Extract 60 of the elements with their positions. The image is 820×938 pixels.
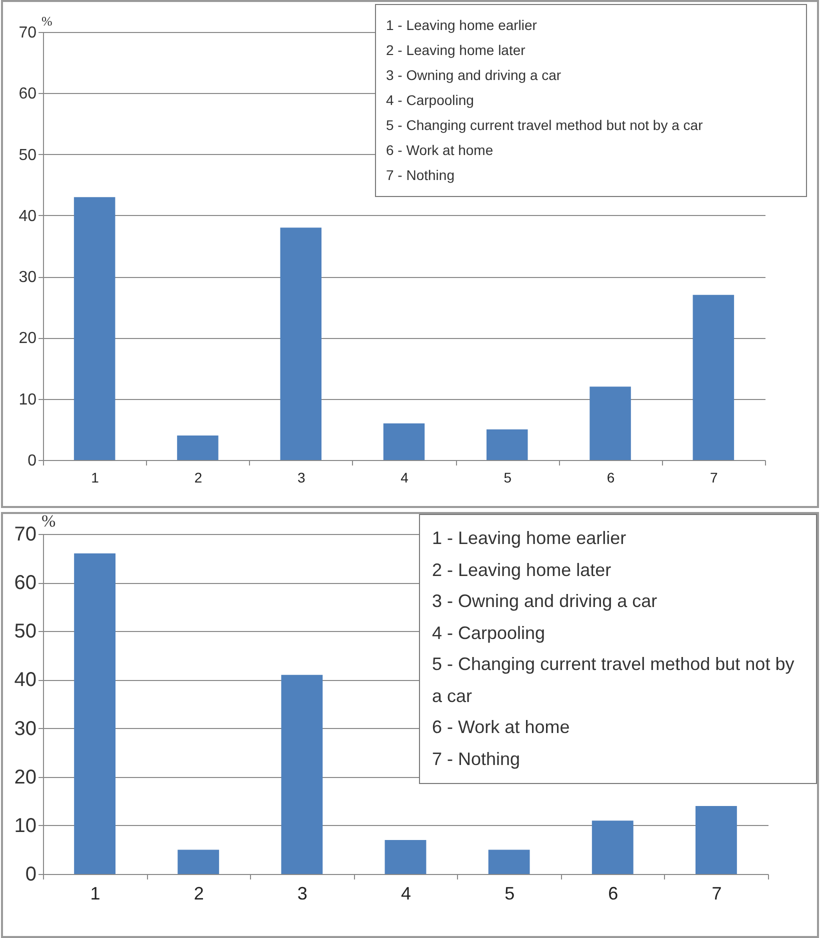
x-tick-label: 2 [194, 884, 204, 904]
bar [696, 806, 737, 874]
y-tick-label: 30 [18, 269, 37, 286]
x-tick-label: 4 [400, 884, 412, 904]
x-tick-label: 3 [297, 470, 306, 486]
annotation: 5 - Changing current travel method but not by a car [386, 116, 704, 135]
annotation: 4 - Carpooling [432, 622, 546, 645]
y-tick-label: 20 [18, 330, 37, 348]
y-tick-label: 50 [14, 620, 36, 643]
y-tick-label: 70 [18, 24, 37, 42]
x-tick-label: 6 [606, 470, 615, 486]
y-tick-label: 50 [18, 146, 37, 164]
annotation: 2 - Leaving home later [432, 558, 612, 582]
bar [488, 850, 530, 874]
y-tick-label: 40 [14, 669, 36, 692]
x-tick-label: 5 [504, 470, 512, 486]
x-tick-label: 1 [90, 884, 100, 904]
x-tick-label: 7 [710, 470, 718, 486]
annotation: 1 - Leaving home earlier [432, 527, 628, 550]
x-tick-label: 4 [400, 470, 409, 486]
x-tick-label: 7 [712, 884, 722, 904]
bar [384, 840, 426, 874]
x-tick-label: 6 [608, 884, 618, 904]
annotation: 2 - Leaving home later [386, 41, 526, 60]
annotation: 7 - Nothing [432, 748, 522, 771]
y-tick-label: 70 [14, 524, 36, 546]
annotation: 6 - Work at home [432, 716, 571, 739]
bar [280, 228, 322, 460]
y-tick-label: 40 [18, 208, 37, 225]
bar [383, 423, 425, 460]
annotation: 3 - Owning and driving a car [432, 590, 658, 613]
x-tick-label: 1 [91, 470, 100, 486]
bar [74, 197, 116, 460]
y-tick-label: 10 [14, 814, 36, 837]
annotation: 6 - Work at home [386, 141, 494, 160]
y-tick-label: 30 [14, 718, 36, 740]
y-tick-label: 0 [28, 452, 37, 470]
annotation: 4 - Carpooling [386, 91, 475, 110]
y-axis-title: % [42, 14, 52, 28]
y-tick-label: 20 [14, 766, 36, 788]
bar [692, 294, 734, 460]
bar [74, 553, 116, 874]
bar [592, 820, 634, 874]
y-tick-label: 60 [18, 86, 37, 103]
bar [486, 429, 528, 460]
bar [178, 850, 220, 874]
annotation: 1 - Leaving home earlier [386, 16, 538, 35]
x-tick-label: 3 [297, 884, 308, 904]
x-tick-label: 2 [194, 470, 202, 486]
y-tick-label: 10 [18, 391, 37, 408]
y-tick-label: 60 [14, 572, 36, 594]
annotation: 7 - Nothing [386, 166, 456, 185]
y-tick-label: 0 [25, 864, 36, 886]
annotation: 5 - Changing current travel method but not by a car [432, 653, 796, 708]
x-tick-label: 5 [504, 884, 515, 904]
bar [177, 436, 218, 460]
y-axis-title: % [42, 512, 56, 530]
bar [590, 386, 631, 460]
annotation: 3 - Owning and driving a car [386, 66, 562, 85]
bar [281, 674, 323, 874]
